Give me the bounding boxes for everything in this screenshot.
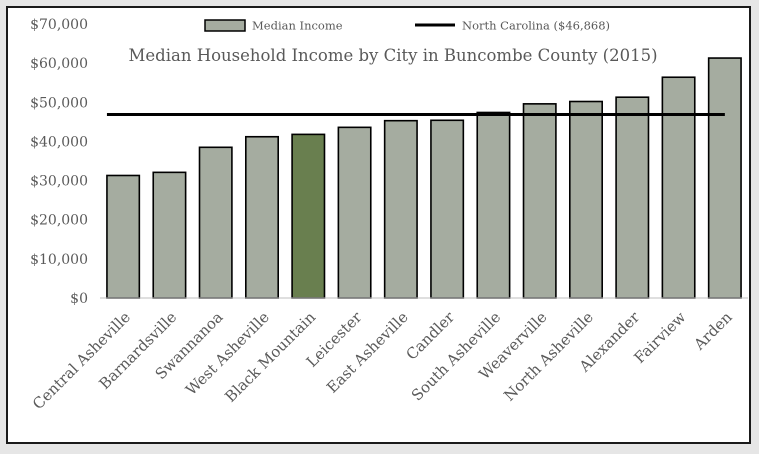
bar-weaverville — [522, 103, 557, 299]
bar-north-asheville — [568, 100, 603, 299]
x-tick-label: East Asheville — [323, 308, 412, 397]
bar-arden — [707, 57, 742, 299]
income-bar-chart: Median Income North Carolina ($46,868) M… — [29, 17, 748, 413]
bar-east-asheville — [383, 119, 418, 299]
bar-black-mountain — [291, 133, 326, 299]
bar-alexander — [615, 96, 650, 299]
bar-south-asheville — [476, 111, 511, 299]
y-tick-label: $20,000 — [30, 213, 88, 229]
y-tick-label: $70,000 — [30, 17, 88, 33]
x-tick-label: Arden — [690, 308, 736, 354]
legend-label-north-carolina: North Carolina ($46,868) — [462, 19, 610, 33]
y-tick-label: $30,000 — [30, 174, 88, 190]
bar-leicester — [337, 126, 372, 299]
bar-group — [106, 57, 742, 299]
x-tick-label: Fairview — [631, 308, 690, 367]
legend: Median Income North Carolina ($46,868) — [204, 19, 610, 33]
x-tick-label: West Asheville — [182, 308, 273, 399]
y-tick-label: $10,000 — [30, 252, 88, 268]
x-axis: Central AshevilleBarnardsvilleSwannanoaW… — [29, 297, 748, 413]
bar-candler — [430, 119, 465, 299]
legend-swatch-median-income — [204, 19, 246, 32]
bar-west-asheville — [245, 135, 280, 299]
bar-barnardsville — [152, 171, 187, 299]
y-tick-label: $40,000 — [30, 134, 88, 150]
y-axis: $0 $10,000 $20,000 $30,000 $40,000 $50,000 $60… — [30, 17, 88, 307]
chart-frame: Median Income North Carolina ($46,868) M… — [6, 6, 751, 444]
chart-title: Median Household Income by City in Bunco… — [128, 46, 657, 65]
bar-central-asheville — [106, 174, 141, 299]
legend-label-median-income: Median Income — [252, 19, 343, 33]
y-tick-label: $0 — [70, 291, 88, 307]
bar-swannanoa — [198, 146, 233, 299]
y-tick-label: $50,000 — [30, 95, 88, 111]
bar-fairview — [661, 76, 696, 299]
y-tick-label: $60,000 — [30, 56, 88, 72]
